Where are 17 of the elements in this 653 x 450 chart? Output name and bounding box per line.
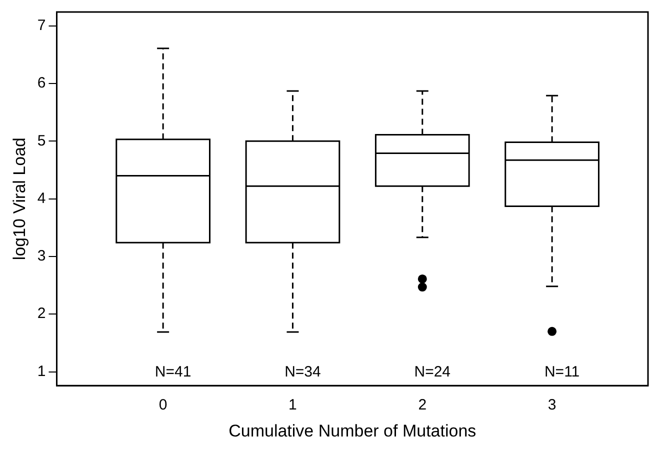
annotation: N=11 bbox=[544, 364, 580, 381]
y-tick-label: 2 bbox=[37, 305, 46, 322]
y-tick-label: 4 bbox=[37, 190, 46, 207]
y-tick-label: 3 bbox=[37, 248, 46, 265]
x-tick-label: 2 bbox=[418, 396, 427, 414]
y-tick-label: 1 bbox=[37, 362, 46, 380]
annotation: N=41 bbox=[154, 364, 192, 381]
x-tick-label: 0 bbox=[158, 396, 168, 414]
y-tick-label: 6 bbox=[37, 74, 46, 92]
x-tick-label: 3 bbox=[548, 396, 556, 414]
annotation: N=34 bbox=[284, 364, 321, 381]
annotation: N=24 bbox=[414, 364, 451, 381]
y-axis-title: log10 Viral Load bbox=[10, 138, 29, 260]
x-tick-label: 1 bbox=[288, 396, 297, 414]
y-tick-label: 7 bbox=[37, 16, 46, 34]
y-tick-label: 5 bbox=[37, 132, 46, 150]
x-axis-title: Cumulative Number of Mutations bbox=[228, 421, 476, 440]
